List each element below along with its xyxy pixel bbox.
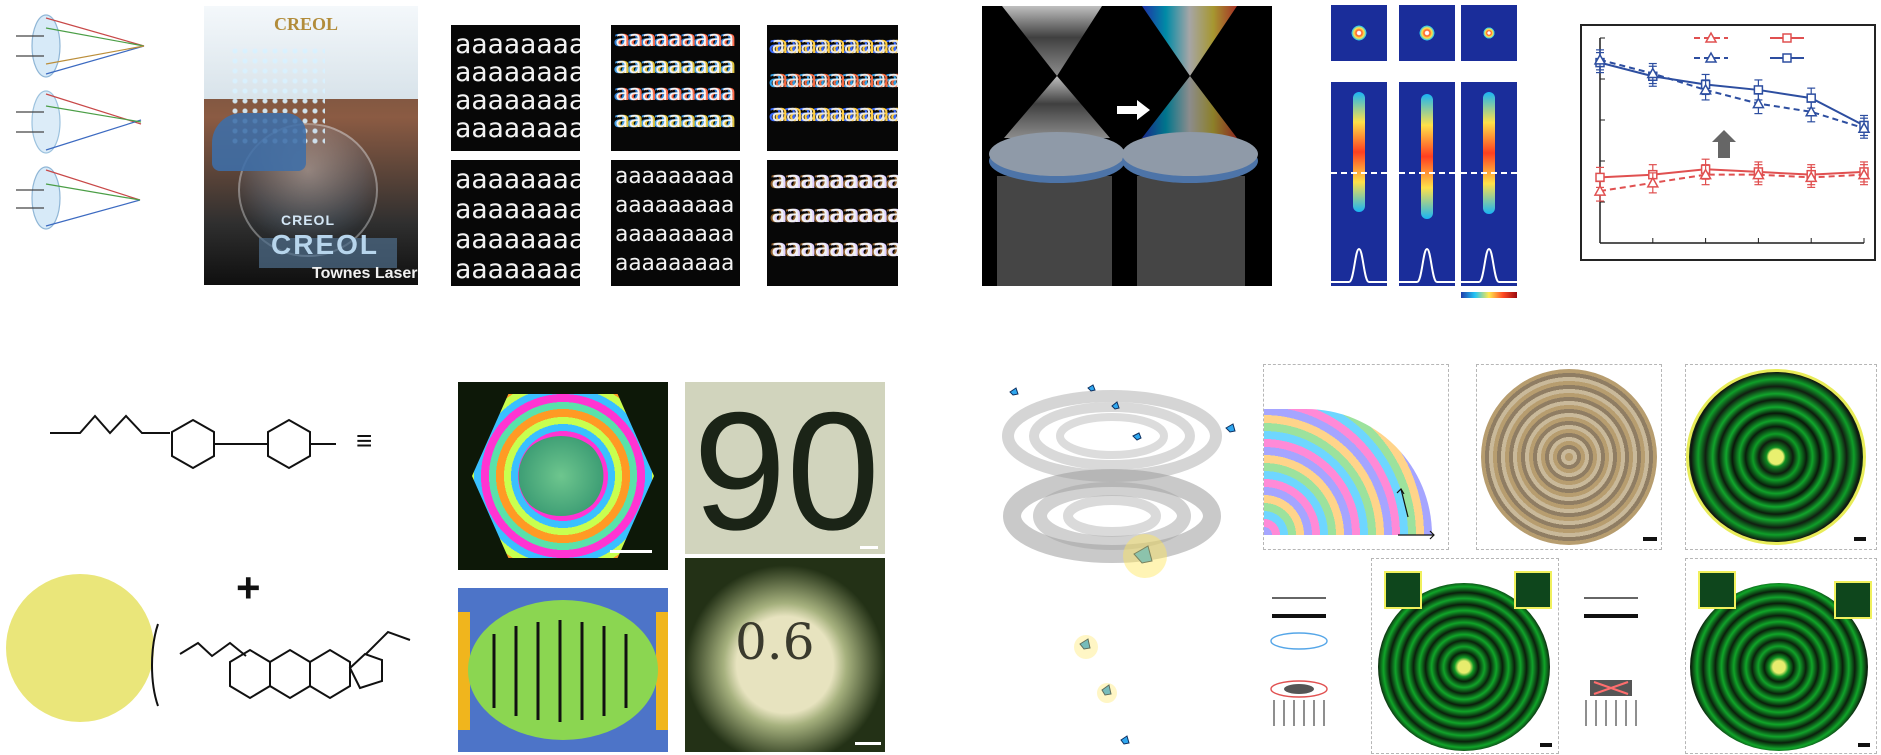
spot-map-2 <box>1399 5 1455 61</box>
series-line <box>1599 173 1865 193</box>
textured-disk <box>1476 364 1662 550</box>
optics-diagram-1 <box>1262 588 1336 728</box>
text-panel-3: aaaaaaaaa aaaaaaaaa aaaaaaaaa <box>767 25 898 151</box>
profile-map-1 <box>1331 82 1387 286</box>
number-0-6: 0.6 <box>685 558 885 752</box>
data-point <box>1804 105 1818 117</box>
data-point <box>1699 168 1712 180</box>
number-90: 90 <box>685 382 885 554</box>
butterfly-scene <box>1000 384 1250 754</box>
lens-text-2: CREOL <box>271 229 379 260</box>
focus-schematic <box>982 6 1272 286</box>
lens-ray-diagram <box>8 8 158 236</box>
legend-marker <box>1782 53 1792 63</box>
data-point <box>1806 93 1816 103</box>
series-line <box>1599 58 1865 130</box>
data-point <box>1593 53 1607 65</box>
text-panel-1: aaaaaaaaa aaaaaaaaa aaaaaaaaa aaaaaaaaa <box>451 25 580 151</box>
data-point <box>1646 176 1660 188</box>
series-line <box>1599 61 1865 127</box>
series-line <box>1599 168 1865 179</box>
legend-marker <box>1704 31 1718 43</box>
optics-diagram-2 <box>1574 588 1648 728</box>
hexagon-micrograph <box>458 382 668 570</box>
colorbar <box>1461 292 1517 298</box>
lens-ray-svg <box>16 14 145 230</box>
spot-map-1 <box>1331 5 1387 61</box>
green-disk-top <box>1685 364 1877 550</box>
text-panel-6: aaaaaaaaa aaaaaaaaa aaaaaaaaa <box>767 160 898 286</box>
text-panel-4: aaaaaaaaa aaaaaaaaa aaaaaaaaa aaaaaaaaa <box>451 160 580 286</box>
lens-text-1: CREOL <box>281 212 335 228</box>
data-point <box>1752 168 1765 180</box>
up-arrow <box>1712 130 1736 158</box>
tiling-schematic <box>458 588 668 752</box>
molecule: + ≡ <box>0 388 420 728</box>
data-point <box>1804 170 1818 183</box>
chart-svg <box>1593 31 1871 244</box>
legend-marker <box>1704 51 1718 63</box>
green-disk-bottom-left <box>1371 558 1559 754</box>
legend-marker <box>1782 33 1792 43</box>
profile-map-3 <box>1461 82 1517 286</box>
data-point <box>1699 83 1712 95</box>
townes-laser: Townes Laser <box>312 265 418 282</box>
data-point <box>1753 85 1764 95</box>
data-point <box>1857 168 1871 180</box>
profile-map-2 <box>1399 82 1455 286</box>
data-point <box>1646 66 1660 79</box>
data-point <box>1595 172 1605 183</box>
equivalence-sign: ≡ <box>356 425 372 456</box>
green-disk-bottom-right <box>1685 558 1877 754</box>
text-panel-5: aaaaaaaaa aaaaaaaaa aaaaaaaaa aaaaaaaaa <box>611 160 740 286</box>
spot-map-3 <box>1461 5 1517 61</box>
data-point <box>1752 97 1765 109</box>
plus-sign: + <box>236 564 261 611</box>
color-map-panel <box>1263 364 1449 550</box>
creol-sign: CREOL <box>274 14 339 34</box>
data-point <box>1857 121 1871 133</box>
creol-photo: CREOL CREOL CREOL Townes Laser <box>204 6 418 285</box>
data-point <box>1593 184 1607 196</box>
line-chart <box>1580 24 1876 261</box>
text-panel-2: aaaaaaaaa aaaaaaaaa aaaaaaaaa aaaaaaaaa <box>611 25 740 151</box>
